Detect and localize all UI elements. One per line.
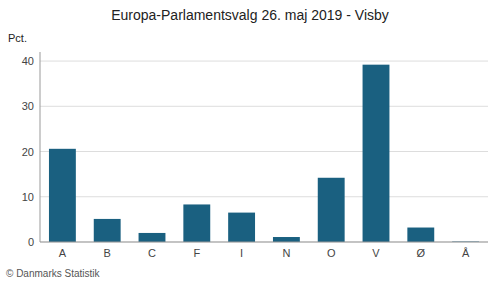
x-tick-label: C bbox=[148, 247, 156, 259]
x-tick-label: Å bbox=[462, 247, 470, 259]
x-axis-line bbox=[40, 242, 488, 243]
title: Europa-Parlamentsvalg 26. maj 2019 - Vis… bbox=[111, 7, 389, 23]
x-tick-label: N bbox=[282, 247, 290, 259]
x-tick-label: V bbox=[372, 247, 380, 259]
y-tick-label: 10 bbox=[22, 191, 34, 203]
y-tick-label: 0 bbox=[28, 236, 34, 248]
y-tick-label: 20 bbox=[22, 146, 34, 158]
bar bbox=[94, 219, 121, 242]
bar bbox=[183, 204, 210, 242]
grid-line bbox=[40, 61, 488, 62]
bar bbox=[318, 178, 345, 242]
x-tick-label: B bbox=[104, 247, 111, 259]
grid-line bbox=[40, 151, 488, 152]
x-tick-label: Ø bbox=[417, 247, 426, 259]
y-tick-label: 30 bbox=[22, 100, 34, 112]
grid bbox=[40, 61, 488, 242]
x-tick-label: I bbox=[240, 247, 243, 259]
y-axis-label: Pct. bbox=[8, 32, 27, 44]
x-tick-label: A bbox=[59, 247, 67, 259]
footer: © Danmarks Statistik bbox=[6, 268, 101, 279]
bars bbox=[49, 65, 479, 242]
y-ticks: 0 10 20 30 40 bbox=[22, 55, 34, 248]
chart-svg: Europa-Parlamentsvalg 26. maj 2019 - Vis… bbox=[0, 0, 500, 282]
bar bbox=[363, 65, 390, 242]
chart-container: Europa-Parlamentsvalg 26. maj 2019 - Vis… bbox=[0, 0, 500, 282]
x-ticks: ABCFINOVØÅ bbox=[59, 247, 470, 259]
bar bbox=[139, 233, 166, 242]
y-axis-line bbox=[40, 52, 41, 242]
grid-line bbox=[40, 106, 488, 107]
bar bbox=[273, 237, 300, 242]
grid-line bbox=[40, 196, 488, 197]
bar bbox=[49, 149, 76, 242]
grid-line bbox=[40, 242, 488, 243]
x-tick-label: F bbox=[193, 247, 200, 259]
bar bbox=[407, 228, 434, 242]
y-tick-label: 40 bbox=[22, 55, 34, 67]
bar bbox=[228, 213, 255, 242]
x-tick-label: O bbox=[327, 247, 336, 259]
